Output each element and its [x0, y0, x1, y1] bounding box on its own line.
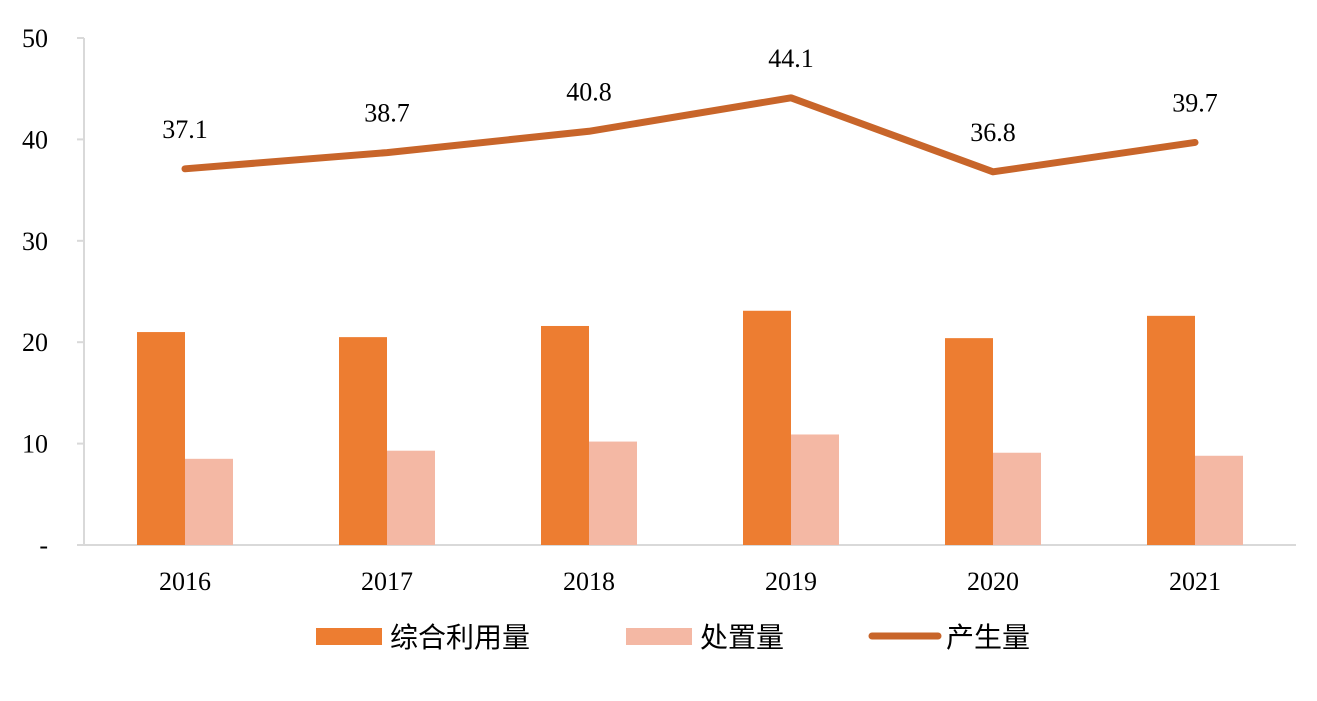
bar-disposal	[589, 441, 637, 545]
bar-disposal	[185, 458, 233, 545]
y-tick-label: 30	[22, 227, 48, 256]
bar-utilization	[339, 337, 387, 545]
y-tick-label: 40	[22, 125, 48, 154]
y-tick-label: 50	[22, 24, 48, 53]
line-generation	[181, 94, 1199, 176]
legend-label: 处置量	[700, 621, 784, 654]
legend-swatch	[626, 628, 692, 645]
bar-utilization	[945, 338, 993, 545]
x-tick-label: 2021	[1169, 567, 1221, 596]
legend-swatch	[316, 628, 382, 645]
x-tick-label: 2018	[563, 567, 615, 596]
data-label: 37.1	[162, 115, 208, 144]
bar-disposal	[791, 434, 839, 545]
bar-disposal	[993, 452, 1041, 545]
data-label: 36.8	[970, 118, 1016, 147]
y-tick-label: 10	[22, 430, 48, 459]
bar-utilization	[137, 332, 185, 545]
data-label: 40.8	[566, 77, 612, 106]
x-tick-label: 2016	[159, 567, 211, 596]
data-label: 44.1	[768, 44, 814, 73]
legend-label: 综合利用量	[390, 621, 530, 654]
bar-utilization	[1147, 315, 1195, 545]
y-tick-label: -	[39, 531, 48, 560]
x-tick-label: 2019	[765, 567, 817, 596]
bar-utilization	[541, 325, 589, 545]
y-tick-label: 20	[22, 328, 48, 357]
legend-label: 产生量	[946, 621, 1030, 654]
bar-disposal	[1195, 455, 1243, 545]
data-label: 38.7	[364, 99, 410, 128]
x-tick-label: 2020	[967, 567, 1019, 596]
bar-utilization	[743, 310, 791, 545]
x-tick-label: 2017	[361, 567, 413, 596]
bar-disposal	[387, 450, 435, 545]
data-label: 39.7	[1172, 88, 1218, 117]
